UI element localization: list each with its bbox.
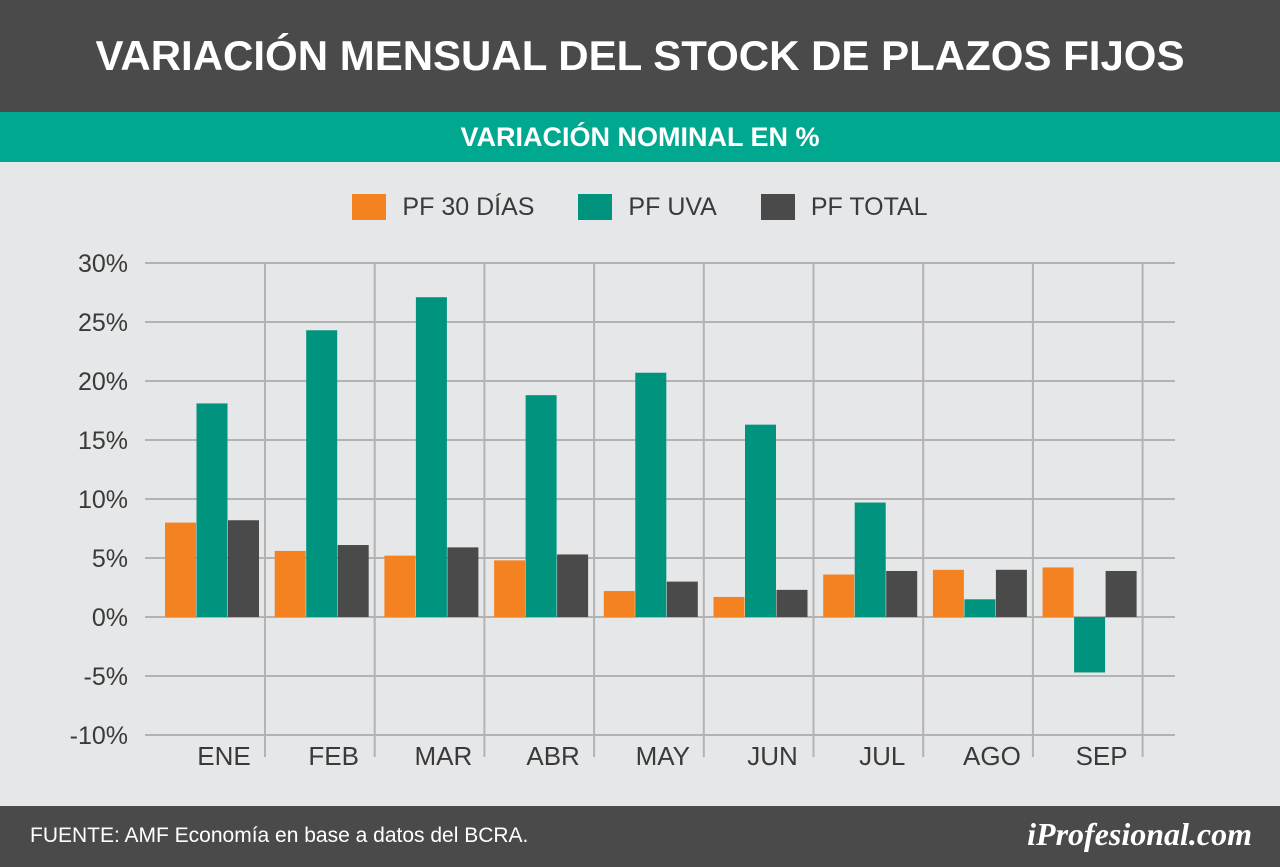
bar-pf-total-ene [228, 520, 259, 617]
bar-pf-30-d-as-jun [713, 596, 745, 617]
bar-pf-uva-jun [745, 424, 776, 617]
bar-pf-total-ago [995, 569, 1027, 617]
title-bar: VARIACIÓN MENSUAL DEL STOCK DE PLAZOS FI… [0, 0, 1280, 112]
legend-label-pf-total: PF TOTAL [810, 192, 928, 221]
legend: PF 30 DÍAS PF UVA PF TOTAL [0, 186, 1280, 228]
x-tick-label: ABR [526, 741, 579, 771]
bar-pf-uva-ene [196, 403, 228, 617]
bar-pf-30-d-as-mar [384, 555, 416, 617]
x-tick-label: JUN [747, 741, 798, 771]
bar-pf-uva-jul [854, 502, 886, 617]
x-tick-label: AGO [963, 741, 1021, 771]
x-tick-label: ENE [197, 741, 250, 771]
legend-item-pf-uva: PF UVA [578, 192, 717, 222]
y-tick-label: -10% [70, 722, 128, 750]
bar-pf-total-jun [776, 589, 808, 617]
bar-pf-uva-ago [964, 599, 996, 617]
bar-pf-30-d-as-ene [165, 522, 196, 617]
bar-pf-30-d-as-sep [1042, 567, 1074, 617]
y-tick-label: -5% [84, 663, 128, 691]
bar-pf-total-feb [337, 545, 369, 617]
bar-pf-uva-mar [415, 297, 447, 617]
bar-pf-total-jul [886, 570, 918, 617]
x-tick-label: MAR [415, 741, 473, 771]
legend-swatch-pf-total [760, 194, 795, 220]
x-tick-label: JUL [859, 741, 905, 771]
bar-pf-30-d-as-may [603, 591, 635, 617]
y-tick-label: 10% [78, 486, 128, 514]
bar-pf-uva-feb [306, 330, 338, 617]
bar-pf-total-may [666, 581, 698, 617]
chart-subtitle: VARIACIÓN NOMINAL EN % [460, 121, 820, 152]
legend-swatch-pf-30-dias [352, 194, 387, 220]
y-tick-label: 15% [78, 427, 128, 455]
bar-pf-uva-abr [525, 395, 557, 617]
bar-pf-total-mar [447, 547, 479, 617]
bar-pf-uva-may [635, 372, 667, 617]
bar-pf-uva-sep [1074, 617, 1106, 673]
footer-source: FUENTE: AMF Economía en base a datos del… [30, 824, 529, 847]
bar-pf-total-sep [1105, 570, 1137, 617]
legend-label-pf-uva: PF UVA [628, 192, 717, 221]
bars-layer [165, 297, 1137, 673]
y-tick-label: 20% [78, 368, 128, 396]
bar-pf-30-d-as-jul [823, 574, 855, 617]
x-tick-label: SEP [1076, 741, 1128, 771]
legend-swatch-pf-uva [578, 194, 613, 220]
bar-pf-30-d-as-ago [932, 569, 964, 617]
chart-title: VARIACIÓN MENSUAL DEL STOCK DE PLAZOS FI… [95, 32, 1185, 79]
y-tick-label: 0% [92, 604, 128, 632]
x-tick-label: FEB [308, 741, 359, 771]
x-tick-label: MAY [636, 741, 690, 771]
bar-pf-30-d-as-abr [494, 560, 526, 617]
y-tick-label: 25% [78, 309, 128, 337]
y-tick-label: 30% [78, 250, 128, 278]
legend-item-pf-30-dias: PF 30 DÍAS [352, 193, 534, 222]
y-tick-label: 5% [92, 545, 128, 573]
labels-layer: 30% 25% 20% 15% 10% 5% 0% -5% -10% ENE FEB MAR ABR MA… [70, 250, 1128, 771]
legend-item-pf-total: PF TOTAL [760, 192, 928, 222]
subtitle-bar: VARIACIÓN NOMINAL EN % [0, 112, 1280, 162]
brand-logo: iProfesional.com [1027, 816, 1252, 852]
bar-pf-30-d-as-feb [274, 550, 306, 617]
bar-pf-total-abr [557, 554, 589, 617]
legend-label-pf-30-dias: PF 30 DÍAS [402, 192, 535, 221]
footer: FUENTE: AMF Economía en base a datos del… [0, 806, 1280, 867]
